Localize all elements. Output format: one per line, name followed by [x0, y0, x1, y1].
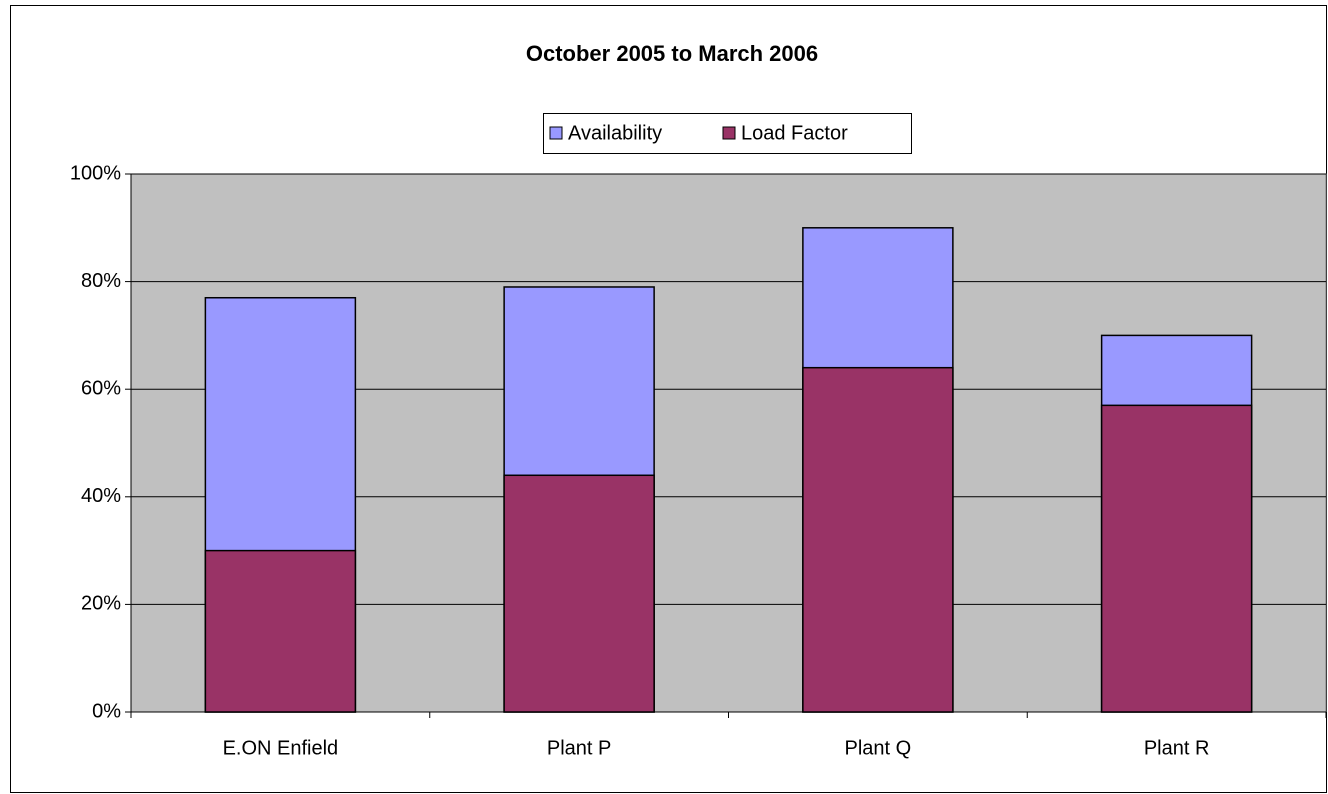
- bar: [802, 366, 954, 713]
- x-tick-label: Plant P: [547, 737, 611, 759]
- y-tick-label: 80%: [81, 270, 121, 292]
- y-tick-label: 60%: [81, 377, 121, 399]
- x-tick-label: Plant R: [1144, 737, 1210, 759]
- bar: [204, 549, 357, 713]
- bar: [503, 474, 655, 713]
- legend-label: Load Factor: [741, 122, 848, 144]
- y-tick-label: 0%: [92, 700, 121, 722]
- y-tick-label: 100%: [70, 162, 121, 184]
- y-tick-label: 20%: [81, 593, 121, 615]
- legend-swatch: [549, 126, 563, 140]
- x-tick-label: E.ON Enfield: [223, 737, 339, 759]
- legend-swatch: [722, 126, 736, 140]
- bar: [1100, 404, 1253, 713]
- x-tick-label: Plant Q: [845, 737, 912, 759]
- legend-label: Availability: [568, 122, 662, 144]
- chart-title: October 2005 to March 2006: [526, 41, 818, 66]
- y-tick-label: 40%: [81, 485, 121, 507]
